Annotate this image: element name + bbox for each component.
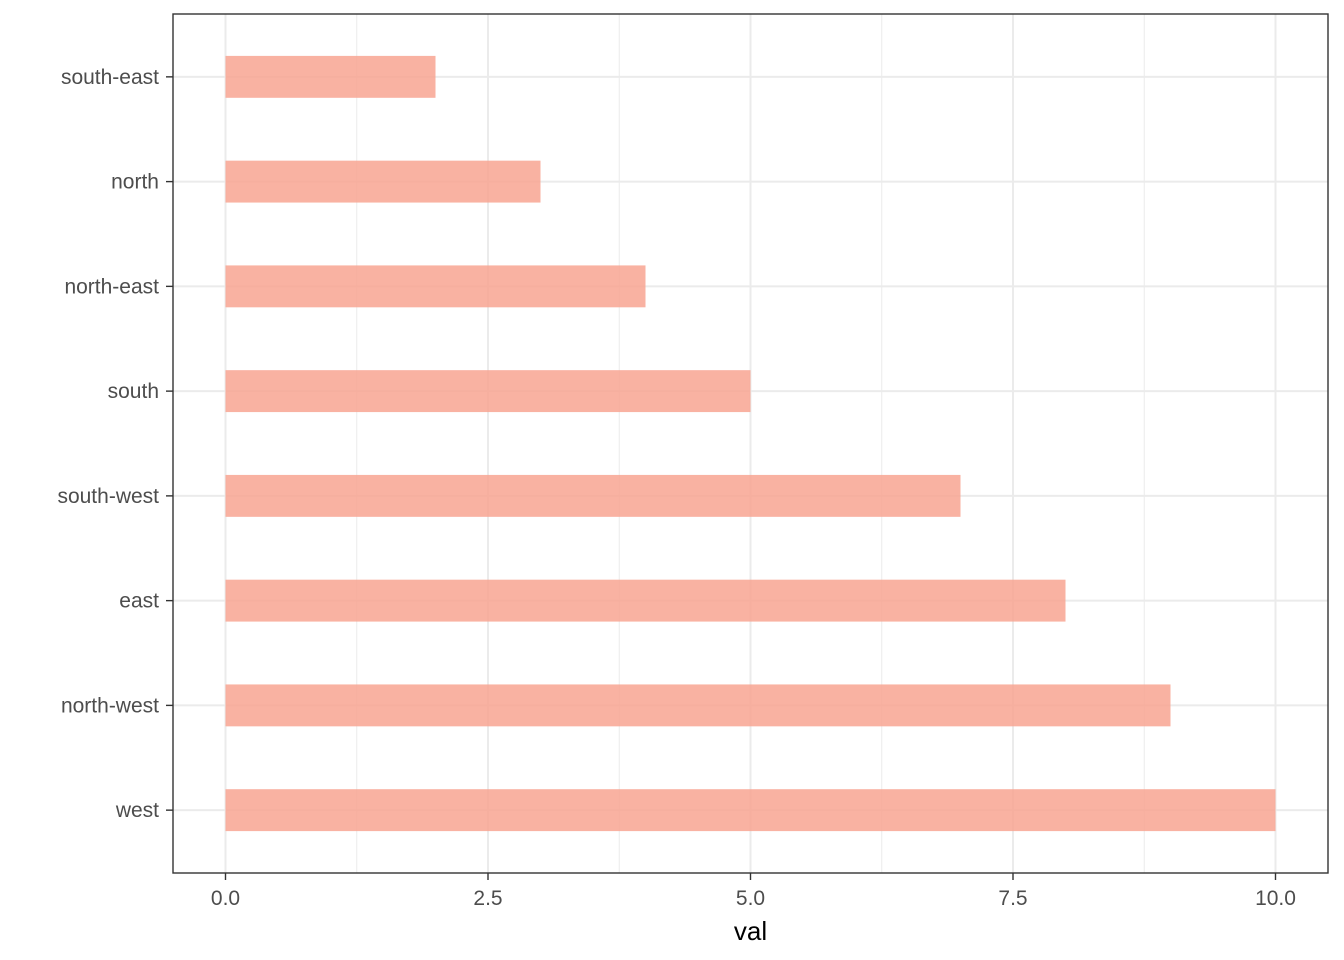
y-tick-label: north-west xyxy=(61,694,159,717)
x-tick-label: 7.5 xyxy=(998,887,1027,910)
y-axis: south-east north north-east south south-west… xyxy=(57,66,173,822)
y-tick-label: north-east xyxy=(64,275,159,298)
x-tick-label: 0.0 xyxy=(211,887,240,910)
x-tick-label: 10.0 xyxy=(1255,887,1296,910)
y-tick-label: north xyxy=(111,171,159,194)
y-tick-label: east xyxy=(119,590,159,613)
bar-north xyxy=(225,160,541,203)
y-tick-label: south-west xyxy=(57,485,159,508)
bar-east xyxy=(225,579,1066,622)
y-tick-label: south xyxy=(108,380,159,403)
bar-north-east xyxy=(225,265,646,308)
x-axis: 0.0 2.5 5.0 7.5 10.0 xyxy=(211,873,1296,910)
minor-gridlines xyxy=(356,14,1145,873)
x-tick-label: 5.0 xyxy=(736,887,765,910)
y-tick-label: south-east xyxy=(61,66,159,89)
bar-north-west xyxy=(225,684,1171,727)
bar-south-west xyxy=(225,474,961,517)
y-tick-label: west xyxy=(115,799,159,822)
bar-west xyxy=(225,789,1276,832)
bars xyxy=(225,55,1276,832)
bar-south-east xyxy=(225,55,436,98)
x-axis-title: val xyxy=(734,916,767,946)
x-tick-label: 2.5 xyxy=(473,887,502,910)
bar-south xyxy=(225,370,751,413)
